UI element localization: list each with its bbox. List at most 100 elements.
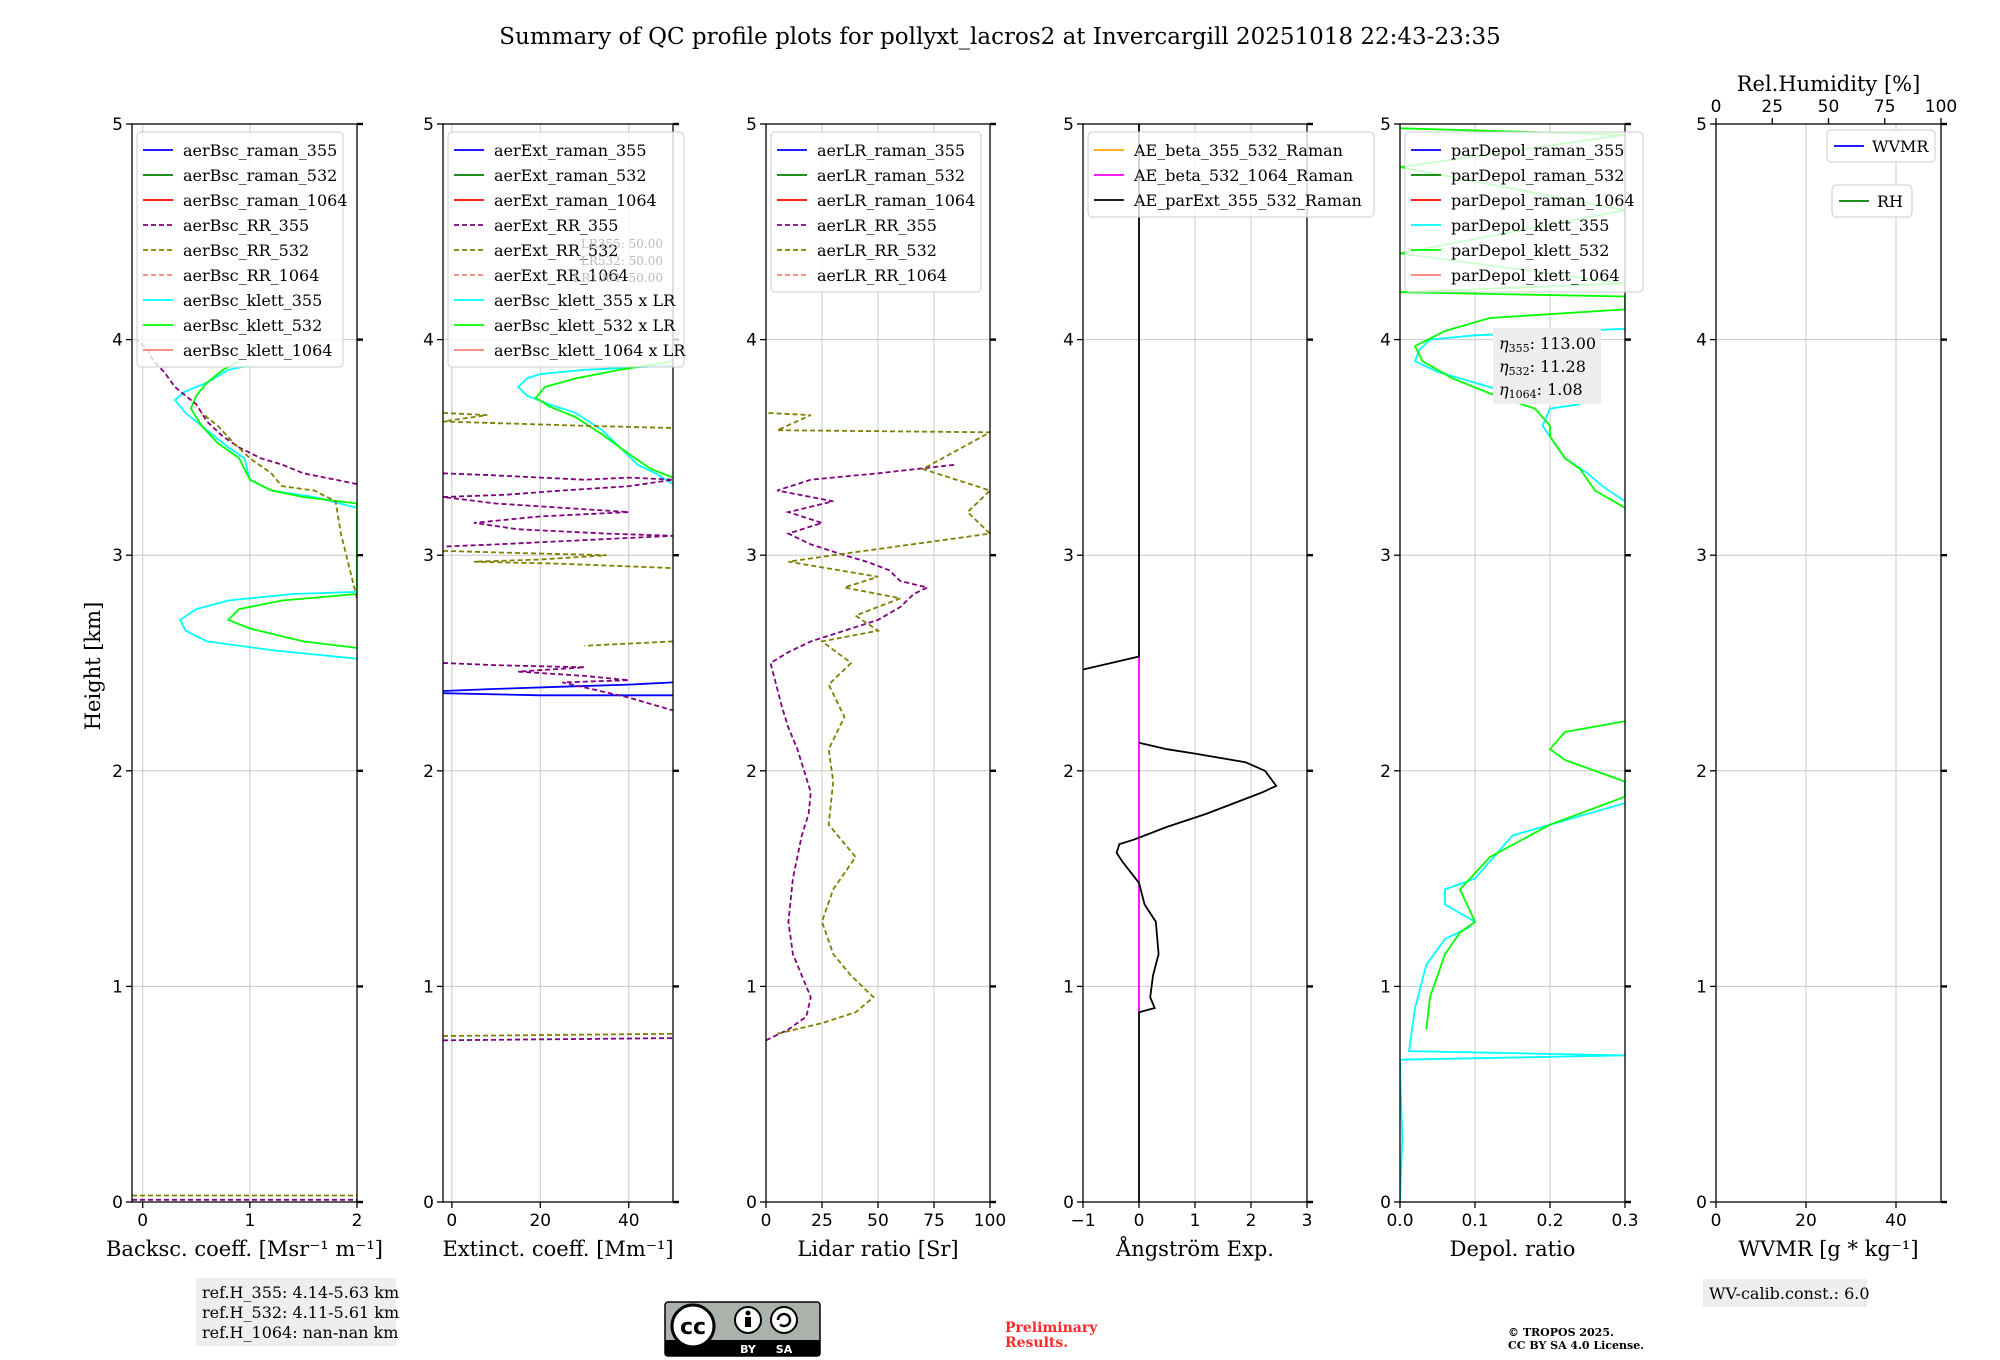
legend-depol: parDepol_raman_355 parDepol_raman_532 parD… — [1404, 131, 1644, 293]
x-tick-label: 0.3 — [1611, 1211, 1638, 1231]
series-line-parDepol_klett_532 — [1425, 720, 1625, 1030]
series-line-RR_532_mid — [584, 640, 673, 647]
x-axis-label: Ångström Exp. — [1115, 1236, 1274, 1261]
x-tick-label: 40 — [618, 1211, 640, 1231]
legend-label: aerExt_raman_355 — [494, 141, 647, 160]
series-line-RR_532_bottom — [443, 1032, 673, 1037]
y-tick-label: 3 — [1063, 546, 1074, 566]
y-tick-label: 0 — [1063, 1193, 1074, 1213]
legend-label: aerBsc_raman_532 — [183, 166, 337, 185]
legend-label: WVMR — [1872, 137, 1929, 156]
top-tick-label: 100 — [1925, 97, 1957, 117]
x-tick-label: 20 — [529, 1211, 551, 1231]
legend-label: AE_beta_532_1064_Raman — [1133, 166, 1353, 185]
x-axis-label: Depol. ratio — [1450, 1237, 1576, 1261]
cc-sa-label: SA — [776, 1343, 793, 1356]
x-tick-label: 25 — [811, 1211, 833, 1231]
legend-label: aerLR_raman_355 — [817, 141, 965, 160]
x-axis-label: WVMR [g * kg⁻¹] — [1738, 1237, 1918, 1261]
x-tick-label: 0 — [446, 1211, 457, 1231]
y-tick-label: 1 — [112, 977, 123, 997]
lr-annotation: LR532: 50.00 — [581, 254, 663, 268]
series-line-AE_parExt_355_532_Raman — [1115, 741, 1278, 1202]
y-tick-label: 3 — [1380, 546, 1391, 566]
y-tick-label: 3 — [112, 546, 123, 566]
legend-ext: aerExt_raman_355 aerExt_raman_532 aerExt_r… — [447, 131, 686, 368]
y-tick-label: 5 — [1063, 115, 1074, 135]
legend-label: aerBsc_klett_355 — [183, 291, 322, 310]
ref-height-box: ref.H_355: 4.14-5.63 km ref.H_532: 4.11-… — [196, 1278, 399, 1346]
x-tick-label: 1 — [244, 1211, 255, 1231]
y-tick-label: 2 — [423, 762, 434, 782]
top-tick-label: 75 — [1874, 97, 1896, 117]
wv-calib-const: WV-calib.const.: 6.0 — [1709, 1284, 1870, 1303]
series-line-RR_532_b — [443, 550, 673, 569]
y-tick-label: 0 — [746, 1193, 757, 1213]
series-line-raman_355_b — [443, 692, 673, 697]
x-tick-label: 75 — [923, 1211, 945, 1231]
legend-label: aerExt_raman_1064 — [494, 191, 657, 210]
wv-calib-box: WV-calib.const.: 6.0 — [1703, 1279, 1870, 1307]
top-tick-label: 0 — [1711, 97, 1722, 117]
preliminary-line2: Results. — [1005, 1335, 1068, 1351]
legend-label: parDepol_klett_1064 — [1451, 266, 1620, 285]
series-group — [132, 338, 357, 1201]
y-tick-label: 1 — [1063, 977, 1074, 997]
x-tick-label: 0 — [1134, 1211, 1145, 1231]
x-tick-label: 2 — [352, 1211, 363, 1231]
y-tick-label: 1 — [746, 977, 757, 997]
legend-label: aerExt_RR_355 — [494, 216, 618, 235]
series-line-raman_355 — [443, 681, 673, 692]
series-line-parDepol_klett_355 — [1400, 802, 1625, 1202]
legend-label: aerBsc_RR_532 — [183, 241, 309, 260]
legend-label: parDepol_raman_532 — [1451, 166, 1624, 185]
y-tick-label: 1 — [423, 977, 434, 997]
x-tick-label: 0.2 — [1536, 1211, 1563, 1231]
ref-height-532: ref.H_532: 4.11-5.61 km — [202, 1303, 399, 1322]
series-line-klett_532_xLR — [534, 360, 673, 479]
top-tick-label: 25 — [1761, 97, 1783, 117]
preliminary-line1: Preliminary — [1005, 1320, 1098, 1336]
series-line-aerBsc_klett_355 — [173, 364, 357, 660]
x-tick-label: 2 — [1246, 1211, 1257, 1231]
legend-label: aerExt_raman_532 — [494, 166, 647, 185]
legend-bsc: aerBsc_raman_355 aerBsc_raman_532 aerBsc_r… — [136, 131, 348, 368]
y-tick-label: 3 — [423, 546, 434, 566]
x-tick-label: 3 — [1302, 1211, 1313, 1231]
legend-frame — [447, 131, 685, 368]
series-line-RR_355_a — [443, 472, 673, 548]
series-group — [1083, 124, 1278, 1202]
legend-frame — [1404, 131, 1644, 293]
y-tick-label: 3 — [1696, 546, 1707, 566]
legend-box-wvmr: WVMR — [1826, 129, 1936, 163]
y-tick-label: 2 — [1696, 762, 1707, 782]
ref-height-355: ref.H_355: 4.14-5.63 km — [202, 1283, 399, 1302]
y-tick-label: 1 — [1380, 977, 1391, 997]
legend-box-rh: RH — [1831, 184, 1913, 218]
x-axis-label: Lidar ratio [Sr] — [797, 1237, 958, 1261]
series-group — [443, 360, 673, 1042]
axes-frame — [442, 123, 674, 1203]
series-line-aerBsc_RR_532 — [201, 412, 357, 599]
legend-label: aerBsc_raman_355 — [183, 141, 337, 160]
y-tick-label: 5 — [1696, 115, 1707, 135]
y-tick-label: 4 — [112, 331, 123, 351]
x-tick-label: 20 — [1795, 1211, 1817, 1231]
x-tick-label: 40 — [1885, 1211, 1907, 1231]
x-axis-label: Extinct. coeff. [Mm⁻¹] — [442, 1237, 673, 1261]
legend-label: AE_parExt_355_532_Raman — [1133, 191, 1362, 210]
x-tick-label: 100 — [974, 1211, 1006, 1231]
legend-label: aerLR_raman_1064 — [817, 191, 975, 210]
x-tick-label: 50 — [867, 1211, 889, 1231]
series-line-AE_parExt_upper — [1083, 124, 1140, 671]
y-tick-label: 4 — [1696, 331, 1707, 351]
legend-lr: aerLR_raman_355 aerLR_raman_532 aerLR_rama… — [770, 131, 982, 293]
series-line-RR_355_bottom — [443, 1037, 673, 1042]
ref-height-1064: ref.H_1064: nan-nan km — [202, 1323, 398, 1342]
legend-label: aerBsc_klett_355 x LR — [494, 291, 676, 310]
cc-icon: cc — [680, 1315, 706, 1340]
